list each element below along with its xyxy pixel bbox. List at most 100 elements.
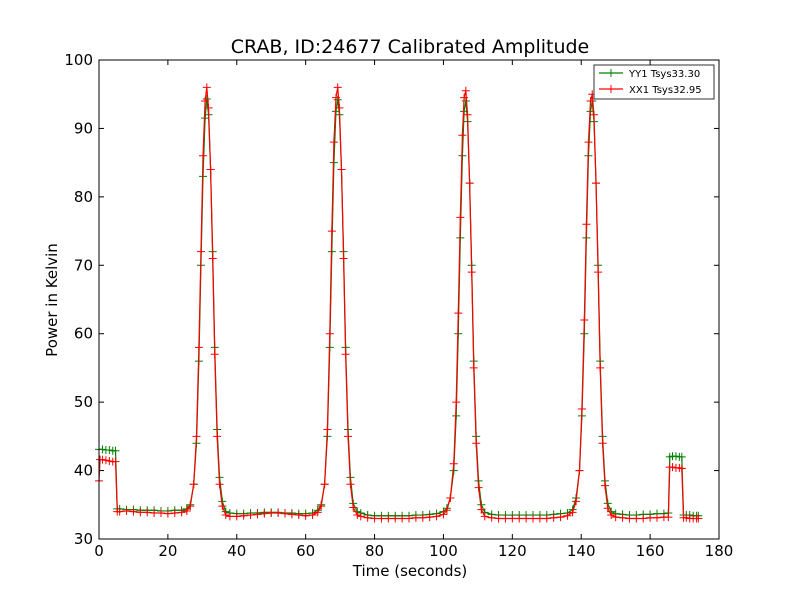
legend-entry-label: XX1 Tsys32.95 xyxy=(629,85,702,96)
data-point-marker xyxy=(487,513,496,522)
data-point-marker xyxy=(465,179,474,188)
data-point-marker xyxy=(664,513,673,522)
series-line xyxy=(99,98,699,517)
x-tick-label: 120 xyxy=(498,542,527,560)
data-point-marker xyxy=(377,514,386,523)
legend-swatch-marker xyxy=(607,69,615,77)
data-point-marker xyxy=(439,510,448,519)
data-point-marker xyxy=(294,511,303,520)
data-point-marker xyxy=(607,511,616,520)
data-point-marker xyxy=(287,510,296,519)
data-point-marker xyxy=(333,95,342,104)
data-point-marker xyxy=(323,425,332,434)
x-tick-label: 100 xyxy=(429,542,458,560)
data-point-marker xyxy=(508,514,517,523)
data-point-marker xyxy=(529,514,537,523)
data-point-marker xyxy=(341,350,350,359)
data-point-marker xyxy=(331,93,340,102)
data-point-marker xyxy=(170,508,179,517)
data-point-marker xyxy=(346,480,355,489)
data-point-marker xyxy=(111,446,120,455)
data-point-marker xyxy=(474,483,483,492)
data-point-marker xyxy=(194,343,203,352)
data-point-marker xyxy=(418,513,427,522)
data-point-marker xyxy=(356,512,365,521)
x-tick-label: 160 xyxy=(636,542,665,560)
data-point-marker xyxy=(611,513,620,522)
data-point-marker xyxy=(202,83,211,92)
data-point-marker xyxy=(201,97,210,106)
data-point-marker xyxy=(461,86,470,95)
data-point-marker xyxy=(598,439,607,448)
data-point-marker xyxy=(639,514,648,523)
data-point-marker xyxy=(596,363,605,372)
data-point-marker xyxy=(467,268,476,277)
data-point-marker xyxy=(625,514,634,523)
data-point-marker xyxy=(425,513,434,522)
data-point-marker xyxy=(449,459,458,468)
legend: YY1 Tsys33.30 XX1 Tsys32.95 xyxy=(593,64,715,100)
data-point-marker xyxy=(204,103,213,112)
data-point-marker xyxy=(671,452,680,461)
y-tick-label: 100 xyxy=(64,51,93,69)
x-tick-label: 60 xyxy=(296,542,315,560)
data-point-marker xyxy=(458,131,467,140)
x-axis-label: Time (seconds) xyxy=(352,562,468,580)
data-point-marker xyxy=(454,309,463,318)
data-point-marker xyxy=(391,514,400,523)
data-point-marker xyxy=(232,512,241,521)
y-tick-label: 90 xyxy=(74,119,93,137)
data-point-marker xyxy=(202,95,211,104)
series-line xyxy=(98,86,699,520)
data-point-marker xyxy=(163,509,172,518)
chart-title: CRAB, ID:24677 Calibrated Amplitude xyxy=(231,36,590,58)
data-point-marker xyxy=(344,432,353,441)
data-point-marker xyxy=(199,151,208,160)
data-point-marker xyxy=(577,404,586,413)
data-point-marker xyxy=(535,514,544,523)
data-point-marker xyxy=(618,513,627,522)
data-point-marker xyxy=(694,514,703,523)
x-tick-label: 40 xyxy=(227,542,246,560)
y-tick-label: 40 xyxy=(74,462,93,480)
data-point-marker xyxy=(221,511,230,520)
data-point-marker xyxy=(592,179,601,188)
data-point-marker xyxy=(677,464,686,473)
plot-frame xyxy=(98,59,720,540)
data-point-marker xyxy=(575,466,584,475)
data-point-marker xyxy=(572,497,581,506)
x-tick-label: 20 xyxy=(158,542,177,560)
legend-entry-label: YY1 Tsys33.30 xyxy=(628,69,700,80)
series-layer xyxy=(95,83,703,523)
data-point-marker xyxy=(122,506,131,515)
data-point-marker xyxy=(363,513,372,522)
data-point-marker xyxy=(398,514,407,523)
data-point-marker xyxy=(632,514,641,523)
data-point-marker xyxy=(136,508,145,517)
data-point-marker xyxy=(186,502,195,511)
x-tick-label: 140 xyxy=(567,542,596,560)
data-point-marker xyxy=(129,507,138,516)
data-point-marker xyxy=(274,508,283,517)
data-point-marker xyxy=(260,509,269,518)
data-point-marker xyxy=(246,511,255,520)
data-point-marker xyxy=(239,511,248,520)
data-point-marker xyxy=(208,254,217,263)
data-point-marker xyxy=(353,511,362,520)
data-point-marker xyxy=(349,503,358,512)
data-point-marker xyxy=(301,511,310,520)
data-point-marker xyxy=(253,510,262,519)
data-point-marker xyxy=(603,504,612,513)
data-point-marker xyxy=(472,439,481,448)
data-point-marker xyxy=(225,512,234,521)
data-point-marker xyxy=(192,432,201,441)
data-point-marker xyxy=(335,103,344,112)
data-point-marker xyxy=(442,506,451,515)
data-point-marker xyxy=(594,268,603,277)
y-tick-label: 30 xyxy=(74,530,93,548)
data-point-marker xyxy=(549,513,558,522)
data-point-marker xyxy=(477,505,486,514)
data-point-marker xyxy=(267,508,276,517)
data-point-marker xyxy=(333,83,342,92)
